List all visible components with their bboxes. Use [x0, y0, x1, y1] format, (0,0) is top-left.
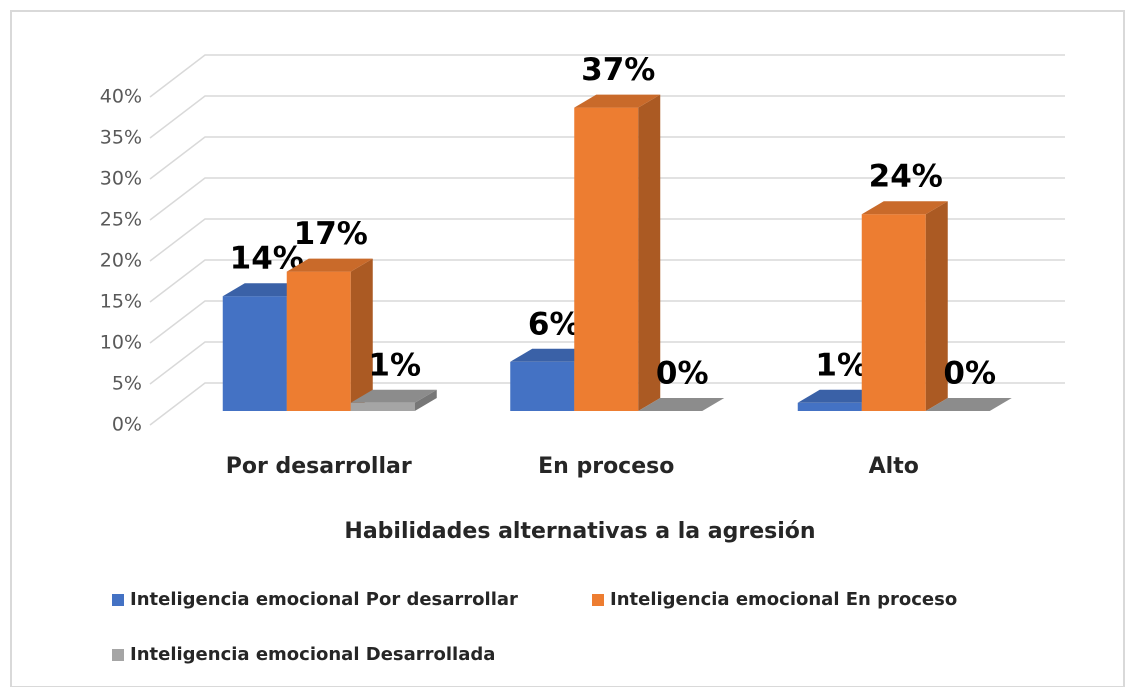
bar-side [638, 94, 661, 411]
bar-side [350, 258, 373, 411]
bar-front [574, 107, 639, 411]
value-label: 1% [368, 347, 421, 383]
bar-side [414, 389, 437, 411]
y-tick-label: 15% [100, 291, 142, 313]
bar-front [797, 402, 862, 411]
value-label: 17% [294, 216, 368, 252]
grid-line [149, 341, 1065, 385]
bar-front [510, 361, 575, 411]
y-tick-label: 5% [112, 373, 142, 395]
y-tick-label: 10% [100, 332, 142, 354]
value-label: 37% [581, 52, 655, 88]
grid-line [149, 300, 1065, 344]
bar [925, 398, 1012, 411]
grid-line [149, 136, 1065, 180]
x-axis-title: Habilidades alternativas a la agresión [344, 519, 815, 544]
value-label: 6% [528, 306, 581, 342]
grid-line [149, 177, 1065, 221]
y-tick-label: 30% [100, 168, 142, 190]
legend-label: Inteligencia emocional En proceso [610, 589, 957, 610]
bar [861, 201, 948, 411]
grid-line [149, 382, 1065, 426]
x-tick-label: Alto [869, 454, 919, 479]
legend-label: Inteligencia emocional Por desarrollar [130, 589, 518, 610]
bar-front [861, 214, 926, 411]
bar-front [222, 296, 287, 411]
bar-top [574, 94, 661, 108]
y-tick-label: 40% [100, 86, 142, 108]
legend-swatch [112, 649, 124, 661]
value-label: 0% [943, 356, 996, 392]
bar-front [286, 271, 351, 411]
x-tick-label: En proceso [538, 454, 674, 479]
y-tick-label: 35% [100, 127, 142, 149]
x-tick-label: Por desarrollar [226, 454, 412, 479]
bar-top [638, 398, 725, 411]
legend-label: Inteligencia emocional Desarrollada [130, 644, 495, 665]
value-label: 0% [656, 356, 709, 392]
grid-line [149, 54, 1065, 98]
legend-swatch [112, 594, 124, 606]
bar-front [350, 402, 415, 411]
bar-top [925, 398, 1012, 411]
bar-side [925, 201, 948, 411]
y-tick-label: 0% [112, 414, 142, 436]
bar [286, 258, 373, 411]
y-tick-label: 20% [100, 250, 142, 272]
bar-top [861, 201, 948, 215]
grid-line [149, 259, 1065, 303]
value-label: 24% [869, 159, 943, 195]
bar [350, 389, 437, 411]
value-label: 1% [815, 347, 868, 383]
grid-line [149, 95, 1065, 139]
bar-top [286, 258, 373, 272]
grid-line [149, 218, 1065, 262]
bar [574, 94, 661, 411]
bar [638, 398, 725, 411]
legend-swatch [592, 594, 604, 606]
y-tick-label: 25% [100, 209, 142, 231]
bar-top [350, 389, 437, 403]
